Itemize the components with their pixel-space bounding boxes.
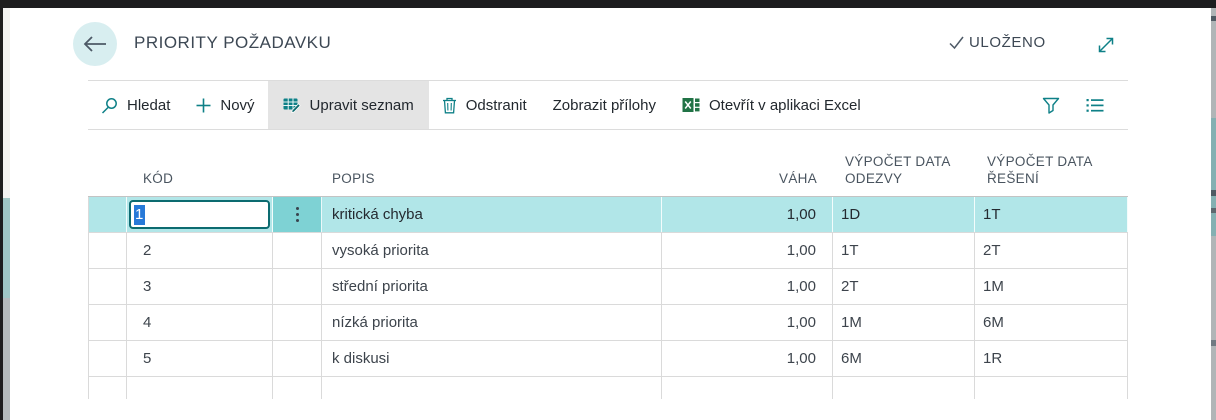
cell-kod[interactable]: 4 xyxy=(127,305,273,340)
cell-popis[interactable]: vysoká priorita xyxy=(322,233,662,268)
edit-list-button[interactable]: Upravit seznam xyxy=(267,81,429,129)
empty-cell xyxy=(322,377,662,399)
table-row-empty[interactable] xyxy=(88,377,1128,399)
back-button[interactable] xyxy=(73,22,117,66)
table-body: 1 kritická chyba 1,00 1D 1T 2 vysoká priorita 1… xyxy=(88,197,1128,399)
cell-vaha[interactable]: 1,00 xyxy=(662,197,833,232)
cell-vaha[interactable]: 1,00 xyxy=(662,341,833,376)
table-row[interactable]: 4 nízká priorita 1,00 1M 6M xyxy=(88,305,1128,341)
save-status-label: ULOŽENO xyxy=(969,34,1046,51)
cell-kod[interactable]: 1 xyxy=(127,197,273,232)
table-row[interactable]: 3 střední priorita 1,00 2T 1M xyxy=(88,269,1128,305)
empty-cell xyxy=(975,377,1128,399)
excel-icon xyxy=(682,98,700,112)
search-icon xyxy=(101,97,117,114)
cell-spacer xyxy=(273,269,322,304)
search-button[interactable]: Hledat xyxy=(88,81,183,129)
background-right-strip xyxy=(1211,8,1216,420)
cell-odezva[interactable]: 1M xyxy=(833,305,975,340)
cell-spacer xyxy=(273,305,322,340)
delete-button[interactable]: Odstranit xyxy=(429,81,540,129)
back-arrow-icon xyxy=(83,36,106,52)
column-header-spacer xyxy=(273,187,322,196)
action-toolbar: Hledat Nový Upravit seznam xyxy=(88,80,1128,130)
trash-icon xyxy=(442,97,456,113)
column-header-reseni[interactable]: VÝPOČET DATA ŘEŠENÍ xyxy=(987,154,1092,186)
priorities-table: KÓD POPIS VÁHA VÝPOČET DATA ODEZVY VÝPOČET D… xyxy=(88,130,1128,399)
cell-spacer xyxy=(273,341,322,376)
cell-kod[interactable]: 5 xyxy=(127,341,273,376)
table-row[interactable]: 1 kritická chyba 1,00 1D 1T xyxy=(88,197,1128,233)
column-header-odezva[interactable]: VÝPOČET DATA ODEZVY xyxy=(845,154,950,186)
save-status: ULOŽENO xyxy=(948,34,1046,51)
empty-cell xyxy=(127,377,273,399)
cell-reseni[interactable]: 2T xyxy=(975,233,1128,268)
row-selector[interactable] xyxy=(88,269,127,304)
plus-icon xyxy=(196,98,211,112)
cell-reseni[interactable]: 1R xyxy=(975,341,1128,376)
row-selector[interactable] xyxy=(88,341,127,376)
cell-odezva[interactable]: 2T xyxy=(833,269,975,304)
cell-vaha[interactable]: 1,00 xyxy=(662,233,833,268)
filter-button[interactable] xyxy=(1042,97,1060,114)
cell-popis[interactable]: kritická chyba xyxy=(322,197,662,232)
empty-cell xyxy=(662,377,833,399)
table-row[interactable]: 2 vysoká priorita 1,00 1T 2T xyxy=(88,233,1128,269)
cell-odezva[interactable]: 6M xyxy=(833,341,975,376)
list-options-icon xyxy=(1086,98,1104,112)
row-selector[interactable] xyxy=(88,305,127,340)
column-header-spacer xyxy=(88,187,127,196)
table-row[interactable]: 5 k diskusi 1,00 6M 1R xyxy=(88,341,1128,377)
column-header-kod[interactable]: KÓD xyxy=(143,171,174,186)
desktop-left-edge xyxy=(0,8,3,420)
cell-popis[interactable]: k diskusi xyxy=(322,341,662,376)
cell-spacer xyxy=(273,233,322,268)
cell-popis[interactable]: nízká priorita xyxy=(322,305,662,340)
desktop-top-edge xyxy=(0,0,1216,8)
open-in-excel-button[interactable]: Otevřít v aplikaci Excel xyxy=(669,81,874,129)
expand-icon xyxy=(1098,37,1114,53)
empty-cell xyxy=(273,377,322,399)
cell-kod[interactable]: 2 xyxy=(127,233,273,268)
page-title: PRIORITY POŽADAVKU xyxy=(134,33,332,52)
cell-reseni[interactable]: 6M xyxy=(975,305,1128,340)
row-selector[interactable] xyxy=(88,197,127,232)
empty-cell xyxy=(88,377,127,399)
cell-odezva[interactable]: 1D xyxy=(833,197,975,232)
selected-text: 1 xyxy=(134,204,146,225)
row-menu-button[interactable] xyxy=(273,197,322,232)
filter-icon xyxy=(1042,97,1060,114)
column-header-popis[interactable]: POPIS xyxy=(332,171,375,186)
list-options-button[interactable] xyxy=(1086,98,1104,113)
check-icon xyxy=(949,36,964,50)
show-attachments-button[interactable]: Zobrazit přílohy xyxy=(552,96,656,114)
cell-reseni[interactable]: 1T xyxy=(975,197,1128,232)
kod-input[interactable]: 1 xyxy=(129,200,270,229)
expand-button[interactable] xyxy=(1092,31,1120,59)
cell-vaha[interactable]: 1,00 xyxy=(662,269,833,304)
column-header-vaha[interactable]: VÁHA xyxy=(779,171,817,186)
edit-list-icon xyxy=(283,98,301,113)
empty-cell xyxy=(833,377,975,399)
table-header-row: KÓD POPIS VÁHA VÝPOČET DATA ODEZVY VÝPOČET D… xyxy=(88,130,1128,197)
row-selector[interactable] xyxy=(88,233,127,268)
new-button[interactable]: Nový xyxy=(183,81,267,129)
cell-popis[interactable]: střední priorita xyxy=(322,269,662,304)
cell-reseni[interactable]: 1M xyxy=(975,269,1128,304)
cell-kod[interactable]: 3 xyxy=(127,269,273,304)
cell-vaha[interactable]: 1,00 xyxy=(662,305,833,340)
cell-odezva[interactable]: 1T xyxy=(833,233,975,268)
background-left-strip xyxy=(3,8,10,420)
